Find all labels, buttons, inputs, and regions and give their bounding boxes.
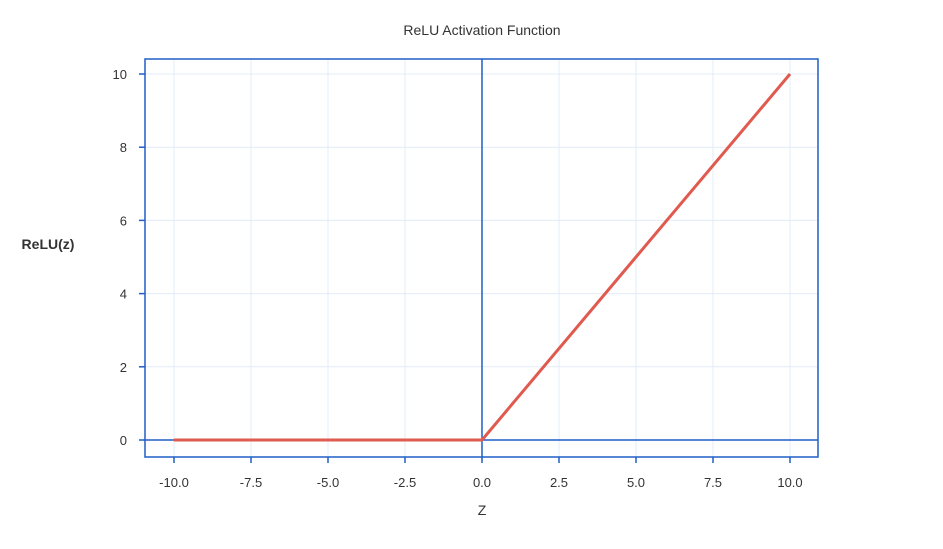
y-tick-label: 8 <box>120 140 127 155</box>
x-tick-label: -7.5 <box>240 475 262 490</box>
y-axis-label: ReLU(z) <box>22 236 75 252</box>
x-tick-label: 7.5 <box>704 475 722 490</box>
x-tick-label: -5.0 <box>317 475 339 490</box>
x-tick-label: 10.0 <box>777 475 802 490</box>
y-tick-label: 0 <box>120 433 127 448</box>
y-tick-label: 10 <box>113 67 127 82</box>
plot-frame <box>144 58 819 458</box>
x-tick-label: -2.5 <box>394 475 416 490</box>
relu-line <box>174 73 792 442</box>
y-tick-label: 4 <box>120 287 127 302</box>
y-tick-label: 6 <box>120 213 127 228</box>
x-axis-label: Z <box>478 502 487 518</box>
x-tick-label: 2.5 <box>550 475 568 490</box>
chart-title: ReLU Activation Function <box>403 22 560 38</box>
y-tick-label: 2 <box>120 360 127 375</box>
x-tick-label: -10.0 <box>159 475 189 490</box>
x-tick-label: 0.0 <box>473 475 491 490</box>
x-tick-label: 5.0 <box>627 475 645 490</box>
